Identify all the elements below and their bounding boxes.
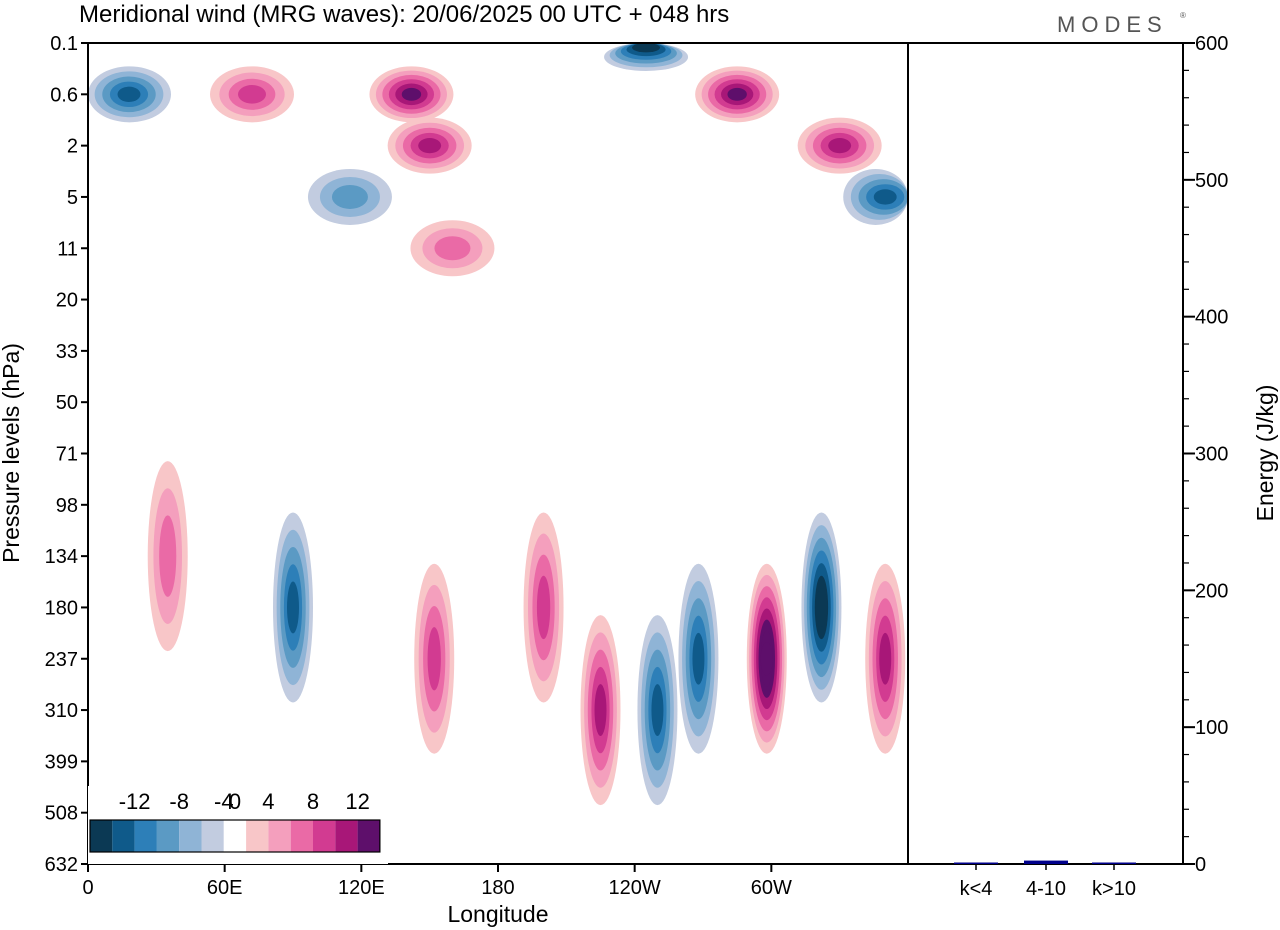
y-tick-label: 98 bbox=[56, 495, 78, 517]
colorbar-swatch bbox=[268, 820, 291, 852]
wind-contour bbox=[828, 137, 852, 154]
colorbar-swatch bbox=[112, 820, 135, 852]
wind-contour bbox=[692, 632, 705, 685]
energy-bar bbox=[1092, 862, 1136, 864]
wind-contour bbox=[536, 575, 551, 640]
energy-category-label: 4-10 bbox=[1026, 878, 1066, 900]
wind-contour bbox=[159, 515, 177, 597]
colorbar-swatch bbox=[223, 820, 247, 852]
colorbar-tick-label: -8 bbox=[169, 789, 189, 814]
wind-contour bbox=[117, 86, 141, 102]
plot-frame bbox=[87, 42, 909, 865]
colorbar-swatch bbox=[179, 820, 202, 852]
y-tick-label: 33 bbox=[56, 341, 78, 363]
energy-category-label: k<4 bbox=[960, 878, 993, 900]
wind-contour bbox=[727, 87, 747, 101]
energy-tick-label: 200 bbox=[1195, 580, 1228, 602]
colorbar-tick-label: -4 bbox=[214, 789, 234, 814]
colorbar: -12 -8 -40 4 8 12 bbox=[88, 786, 388, 864]
energy-tick-label: 500 bbox=[1195, 170, 1228, 192]
x-axis-label: Longitude bbox=[447, 901, 548, 927]
y-axis-label: Pressure levels (hPa) bbox=[0, 343, 24, 563]
colorbar-swatch bbox=[134, 820, 157, 852]
x-tick-label: 180 bbox=[481, 877, 514, 899]
wind-contour bbox=[287, 581, 299, 634]
colorbar-tick-label: -12 bbox=[119, 789, 151, 814]
y-tick-label: 0.6 bbox=[50, 84, 78, 106]
y-tick-label: 508 bbox=[45, 803, 78, 825]
colorbar-tick-label: 0 bbox=[229, 789, 241, 814]
colorbar-swatch bbox=[357, 820, 380, 852]
y-tick-label: 20 bbox=[56, 290, 78, 312]
y-tick-label: 632 bbox=[45, 854, 78, 876]
energy-tick-label: 600 bbox=[1195, 33, 1228, 55]
colorbar-swatch bbox=[246, 820, 269, 852]
wind-contour bbox=[434, 236, 471, 261]
wind-contour bbox=[651, 684, 664, 736]
wind-contour bbox=[238, 84, 266, 104]
wind-contour bbox=[418, 137, 442, 154]
x-tick-label: 60E bbox=[207, 877, 243, 899]
energy-bars: k<4 4-10 k>10 bbox=[954, 860, 1136, 900]
colorbar-swatch bbox=[290, 820, 313, 852]
wind-contour bbox=[331, 184, 368, 209]
colorbar-swatch bbox=[335, 820, 358, 852]
wind-contour bbox=[760, 641, 773, 676]
pressure-axis: 0.1 0.6 2 5 11 20 33 50 71 98 134 180 237 310 399 508 63… bbox=[45, 33, 88, 876]
y-tick-label: 5 bbox=[67, 187, 78, 209]
energy-axis: 0 100 200 300 400 500 600 bbox=[1183, 33, 1228, 876]
colorbar-swatch bbox=[156, 820, 180, 852]
colorbar-frame bbox=[89, 819, 381, 853]
y-tick-label: 310 bbox=[45, 700, 78, 722]
longitude-axis: 0 60E 120E 180 120W 60W bbox=[82, 864, 792, 899]
energy-axis-label: Energy (J/kg) bbox=[1252, 385, 1278, 522]
brand-logo: MODES bbox=[1057, 12, 1168, 37]
wind-contour bbox=[879, 632, 892, 685]
colorbar-tick-label: 4 bbox=[262, 789, 274, 814]
energy-tick-label: 300 bbox=[1195, 444, 1228, 466]
energy-category-label: k>10 bbox=[1092, 878, 1136, 900]
energy-bar bbox=[954, 862, 998, 864]
energy-bar bbox=[1024, 860, 1068, 864]
y-tick-label: 180 bbox=[45, 597, 78, 619]
colorbar-swatch bbox=[201, 820, 224, 852]
y-tick-label: 2 bbox=[67, 136, 78, 158]
colorbar-tick-label: 12 bbox=[345, 789, 369, 814]
wind-contour bbox=[637, 43, 655, 49]
wind-contour bbox=[427, 627, 441, 691]
wind-field bbox=[88, 43, 909, 806]
energy-tick-label: 0 bbox=[1195, 854, 1206, 876]
y-tick-label: 134 bbox=[45, 546, 78, 568]
wind-contour bbox=[873, 189, 897, 205]
wind-contour bbox=[401, 87, 422, 101]
colorbar-tick-label: 8 bbox=[307, 789, 319, 814]
wind-contour bbox=[594, 684, 607, 736]
wind-contour bbox=[815, 588, 828, 627]
y-tick-label: 237 bbox=[45, 649, 78, 671]
y-tick-label: 11 bbox=[57, 238, 78, 260]
energy-tick-label: 400 bbox=[1195, 307, 1228, 329]
energy-tick-label: 100 bbox=[1195, 717, 1228, 739]
colorbar-swatch bbox=[313, 820, 336, 852]
x-tick-label: 0 bbox=[82, 877, 93, 899]
colorbar-swatch bbox=[90, 820, 113, 852]
y-tick-label: 50 bbox=[56, 392, 78, 414]
x-tick-label: 120W bbox=[609, 877, 661, 899]
brand-registered-mark: ® bbox=[1180, 11, 1186, 20]
chart-title: Meridional wind (MRG waves): 20/06/2025 … bbox=[79, 1, 729, 28]
y-tick-label: 0.1 bbox=[50, 33, 78, 55]
y-tick-label: 399 bbox=[45, 751, 78, 773]
y-tick-label: 71 bbox=[56, 444, 78, 466]
x-tick-label: 120E bbox=[338, 877, 385, 899]
x-tick-label: 60W bbox=[751, 877, 792, 899]
energy-panel-frame bbox=[907, 42, 1184, 865]
